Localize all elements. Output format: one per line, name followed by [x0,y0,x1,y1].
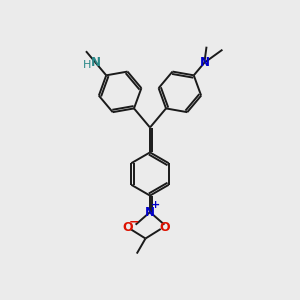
Text: N: N [200,56,209,69]
Text: +: + [152,200,160,211]
Text: −: − [129,216,139,229]
Text: N: N [91,56,100,69]
Text: O: O [122,221,133,234]
Text: H: H [83,60,92,70]
Text: O: O [159,221,170,234]
Text: N: N [145,206,155,219]
